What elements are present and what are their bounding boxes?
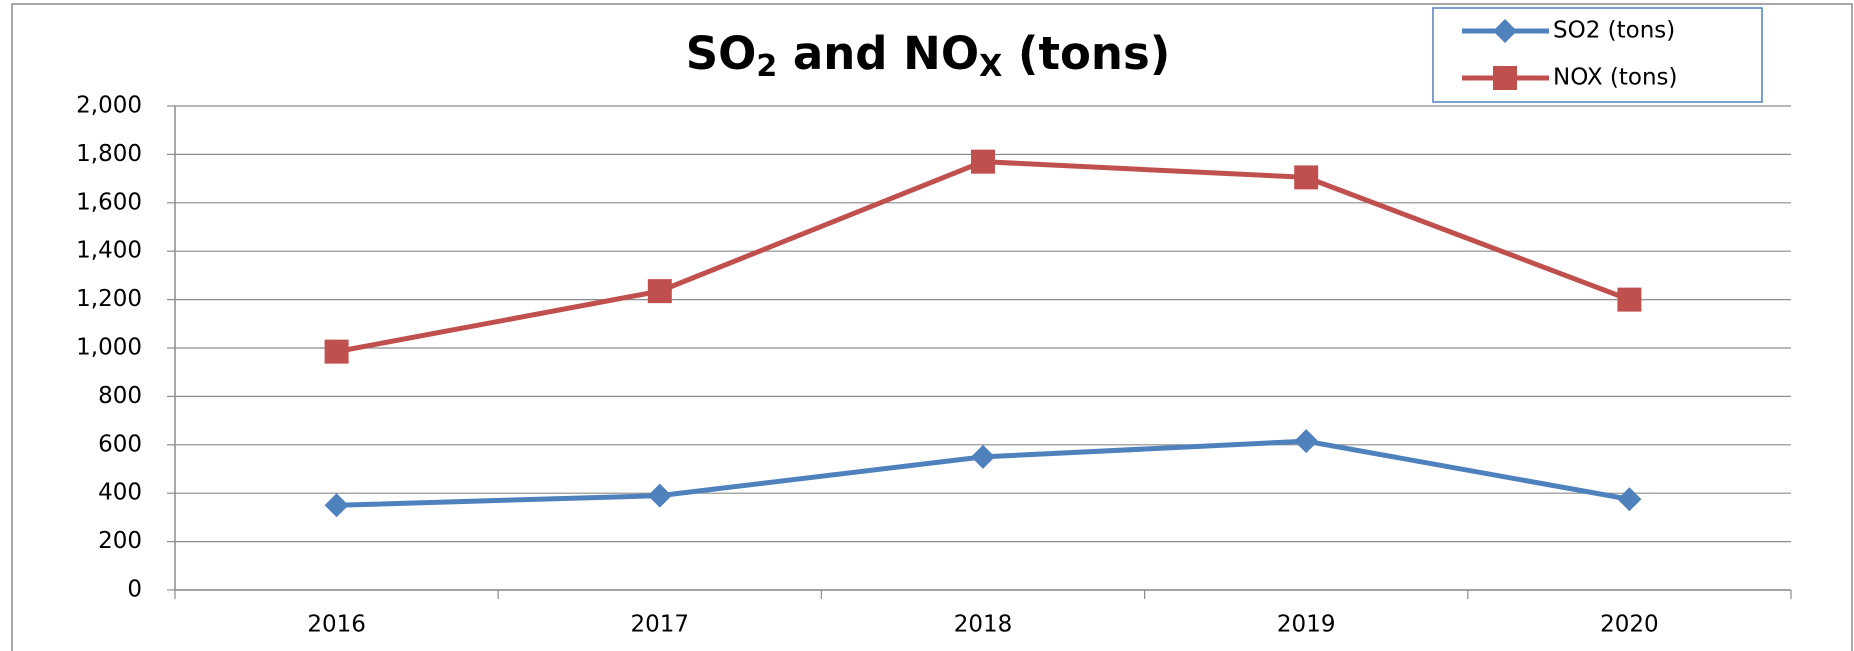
legend-label: SO2 (tons) bbox=[1553, 18, 1675, 44]
y-tick-label: 600 bbox=[98, 431, 142, 457]
marker bbox=[1617, 487, 1642, 512]
marker bbox=[1294, 429, 1319, 454]
marker bbox=[647, 279, 672, 304]
y-tick-label: 1,000 bbox=[76, 335, 142, 361]
y-tick-label: 2,000 bbox=[76, 93, 142, 119]
x-tick-label: 2020 bbox=[1600, 612, 1659, 638]
title-text: SO bbox=[686, 27, 757, 80]
title-subscript: X bbox=[979, 49, 1002, 84]
marker bbox=[971, 444, 995, 469]
legend-marker bbox=[1493, 19, 1517, 43]
series-line bbox=[336, 159, 1631, 355]
title-text: (tons) bbox=[1002, 27, 1170, 80]
title-text: and NO bbox=[777, 27, 979, 80]
marker bbox=[324, 493, 349, 518]
y-tick-label: 0 bbox=[127, 577, 142, 603]
chart-title: SO2 and NOX (tons) bbox=[686, 27, 1171, 84]
y-tick-label: 1,600 bbox=[76, 189, 142, 215]
legend-label: NOX (tons) bbox=[1553, 65, 1678, 91]
x-tick-label: 2019 bbox=[1277, 612, 1336, 638]
chart-border bbox=[11, 3, 1853, 651]
y-tick-label: 1,400 bbox=[76, 238, 142, 264]
y-tick-label: 800 bbox=[98, 383, 142, 409]
legend-marker bbox=[1493, 66, 1517, 90]
y-tick-label: 1,800 bbox=[76, 141, 142, 167]
marker bbox=[1294, 165, 1319, 190]
marker bbox=[324, 339, 349, 364]
legend-box bbox=[1432, 7, 1763, 103]
marker bbox=[647, 483, 672, 508]
y-tick-label: 400 bbox=[98, 480, 142, 506]
x-tick-label: 2017 bbox=[631, 612, 690, 638]
y-tick-label: 200 bbox=[98, 528, 142, 554]
x-tick-label: 2016 bbox=[307, 612, 366, 638]
title-subscript: 2 bbox=[756, 49, 777, 84]
x-tick-label: 2018 bbox=[954, 612, 1013, 638]
marker bbox=[971, 149, 995, 174]
marker bbox=[1617, 287, 1642, 312]
y-tick-label: 1,200 bbox=[76, 286, 142, 312]
